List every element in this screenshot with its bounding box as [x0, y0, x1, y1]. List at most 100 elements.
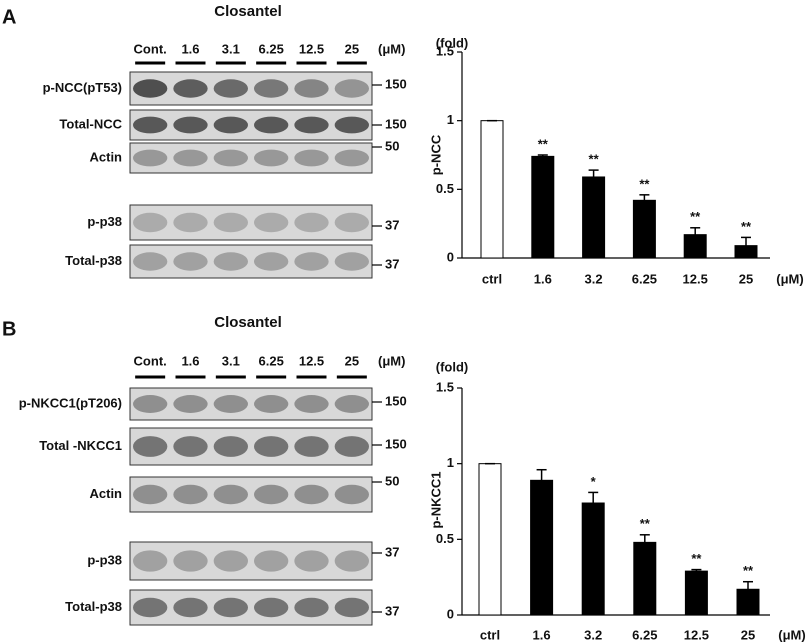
row-label: Total-p38 [65, 599, 122, 614]
lane-label: 25 [345, 41, 359, 56]
x-tick-label: 1.6 [533, 627, 551, 642]
mw-label: 150 [385, 393, 407, 408]
row-label: Total-NCC [59, 116, 122, 131]
bar [734, 245, 758, 259]
blot-band [133, 212, 168, 233]
blot-strip [129, 109, 373, 141]
blot-band [133, 597, 168, 618]
mw-label: 37 [385, 256, 399, 271]
blot-band [253, 436, 289, 457]
y-tick-label: 1.5 [436, 379, 454, 394]
mw-label: 150 [385, 116, 407, 131]
lane-label: 12.5 [299, 353, 324, 368]
blot-band [253, 395, 289, 413]
y-tick-label: 0 [447, 606, 454, 621]
y-unit: (fold) [436, 359, 468, 374]
unit-label: (μM) [378, 41, 405, 56]
x-tick-label: 25 [741, 627, 755, 642]
row-label: p-NKCC1(pT206) [19, 395, 122, 410]
blot-band [173, 395, 208, 413]
blot-band [133, 149, 168, 167]
bar [582, 176, 606, 259]
x-unit: (μM) [778, 627, 805, 642]
row-label: Total -NKCC1 [39, 438, 122, 453]
x-tick-label: 3.2 [585, 271, 603, 286]
blot-strip [129, 476, 373, 513]
blot-band [133, 79, 168, 98]
blot-band [253, 212, 289, 233]
blot-band [173, 550, 208, 572]
mw-label: 150 [385, 76, 407, 91]
blot-band [294, 79, 329, 98]
blot-band [173, 436, 208, 457]
significance: * [591, 474, 597, 489]
blot-band [334, 252, 370, 271]
y-tick-label: 1 [447, 455, 454, 470]
blot-band [253, 484, 289, 505]
blot-band [213, 252, 248, 271]
lane-label: 1.6 [181, 41, 199, 56]
blot-band [213, 436, 248, 457]
significance: ** [589, 152, 600, 167]
lane-label: 3.1 [222, 41, 240, 56]
blot-band [253, 550, 289, 572]
bar [683, 234, 707, 259]
x-tick-label: 3.2 [584, 627, 602, 642]
lane-label: 6.25 [259, 353, 284, 368]
row-label: Actin [90, 149, 123, 164]
blot-band [213, 149, 248, 167]
x-tick-label: 25 [739, 271, 753, 286]
x-tick-label: 12.5 [683, 271, 708, 286]
blot-band [294, 116, 329, 134]
bar [632, 199, 656, 259]
lane-label: 1.6 [181, 353, 199, 368]
blot-band [213, 597, 248, 618]
x-tick-label: 6.25 [632, 627, 657, 642]
x-tick-label: 6.25 [632, 271, 657, 286]
blot-title: Closantel [214, 3, 282, 20]
blot-band [173, 484, 208, 505]
x-tick-label: 1.6 [534, 271, 552, 286]
row-label: p-p38 [87, 552, 122, 567]
blot-band [294, 252, 329, 271]
blot-band [334, 550, 370, 572]
significance: ** [743, 563, 754, 578]
significance: ** [538, 136, 549, 151]
blot-band [213, 79, 248, 98]
bar [633, 541, 657, 616]
mw-label: 50 [385, 473, 399, 488]
y-tick-label: 0 [447, 249, 454, 264]
mw-label: 150 [385, 436, 407, 451]
significance: ** [741, 219, 752, 234]
blot-band [294, 550, 329, 572]
y-tick-label: 0.5 [436, 531, 454, 546]
blot-strip [129, 589, 373, 626]
blot-band [334, 436, 370, 457]
blot-strip [129, 71, 373, 106]
panel-label: A [2, 6, 16, 28]
blot-band [173, 252, 208, 271]
unit-label: (μM) [378, 353, 405, 368]
x-tick-label: 12.5 [684, 627, 709, 642]
blot-band [334, 116, 370, 134]
y-unit: (fold) [436, 35, 468, 50]
blot-strip [129, 387, 373, 421]
lane-label: Cont. [134, 353, 167, 368]
blot-band [173, 149, 208, 167]
blot-band [294, 149, 329, 167]
lane-label: 3.1 [222, 353, 240, 368]
blot-band [253, 149, 289, 167]
lane-label: Cont. [134, 41, 167, 56]
bar [684, 570, 708, 616]
row-label: p-p38 [87, 214, 122, 229]
blot-band [213, 550, 248, 572]
blot-strip [129, 427, 373, 466]
blot-band [253, 252, 289, 271]
mw-label: 37 [385, 544, 399, 559]
blot-band [334, 484, 370, 505]
blot-band [133, 395, 168, 413]
blot-band [133, 550, 168, 572]
mw-label: 37 [385, 603, 399, 618]
blot-strip [129, 244, 373, 279]
